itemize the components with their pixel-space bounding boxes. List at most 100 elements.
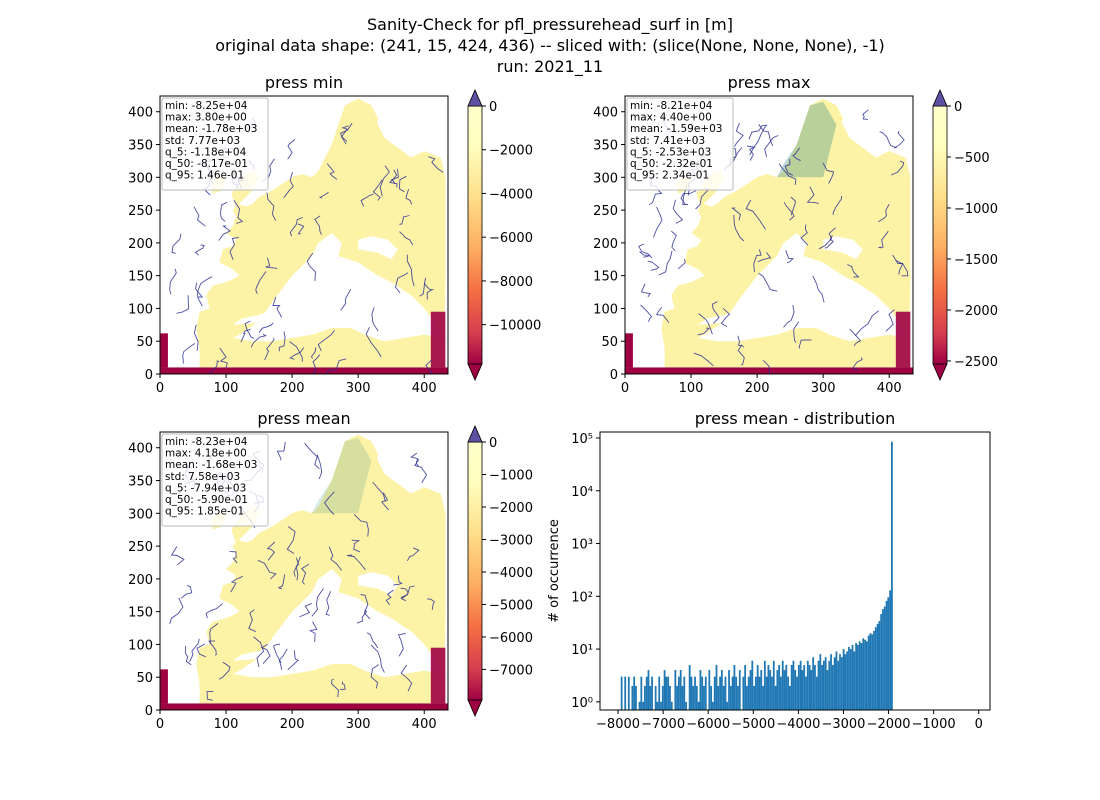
colorbar-tick-label: −6000 (489, 231, 533, 246)
river-line (749, 125, 767, 156)
river-line (353, 514, 369, 537)
river-line (400, 664, 413, 692)
river-line (295, 557, 300, 581)
river-line (289, 341, 303, 362)
histogram-bar (810, 670, 813, 710)
river-line (308, 621, 318, 643)
y-tick-label: 10⁰ (571, 696, 593, 711)
histogram-bar (871, 634, 874, 710)
river-line (286, 526, 296, 554)
histogram-bar (717, 685, 720, 710)
histogram-bar (667, 676, 670, 710)
river-line (847, 264, 860, 278)
river-line (379, 165, 390, 197)
histogram-bar (658, 676, 661, 710)
river-line (649, 189, 663, 206)
stat-line: max: 4.40e+00 (630, 112, 712, 124)
river-line (671, 230, 677, 252)
river-line (193, 206, 206, 227)
river-line (272, 643, 282, 664)
axes-frame (159, 95, 449, 375)
river-line (879, 131, 897, 149)
river-line (655, 307, 670, 323)
histogram-bar (785, 664, 788, 710)
dry-western-patch (160, 669, 168, 704)
river-line (229, 551, 238, 564)
histogram-bar (762, 685, 764, 710)
sea-region (232, 605, 425, 661)
river-line (399, 231, 414, 246)
dry-eastern-patch (895, 311, 911, 368)
river-line (265, 257, 278, 269)
histogram-bar (873, 631, 875, 710)
histogram-bar (661, 685, 664, 710)
river-line (640, 304, 653, 322)
histogram-bar (676, 685, 679, 710)
histogram-bar (720, 670, 723, 710)
histogram-bar (788, 685, 791, 710)
river-line (365, 327, 382, 358)
river-line (790, 196, 796, 216)
river-line (278, 331, 286, 352)
axes-frame (599, 431, 991, 711)
y-tick-label: 400 (128, 442, 153, 457)
river-line (737, 344, 745, 366)
stat-line: q_50: -2.32e-01 (630, 158, 713, 170)
histogram-bar (772, 660, 775, 710)
x-tick-label: 300 (346, 717, 371, 732)
histogram-bar (796, 676, 798, 710)
histogram-bar (853, 651, 856, 710)
heatmap-press-min: press min 0 100 200 300 400 0 50 100 150 200 250 300… (128, 73, 541, 396)
dry-southern-band (160, 703, 448, 710)
dry-eastern-patch (430, 647, 446, 704)
stat-line: min: -8.21e+04 (630, 100, 713, 112)
river-line (360, 594, 371, 620)
histogram-bar (880, 614, 883, 710)
river-line (405, 188, 413, 205)
histogram-bar (763, 660, 766, 710)
histogram-bar (656, 701, 659, 710)
histogram-bar (828, 660, 831, 710)
river-line (784, 158, 794, 176)
histogram-bar (821, 664, 823, 710)
y-tick-label: 150 (128, 606, 153, 621)
histogram-bar (754, 676, 757, 710)
river-line (370, 664, 379, 689)
river-line (229, 236, 239, 260)
histogram-bar (844, 654, 847, 710)
histogram-bar (814, 664, 816, 710)
histogram-bar (780, 676, 782, 710)
histogram-bar (771, 676, 773, 710)
histogram-bar (710, 685, 713, 710)
histogram-bar (869, 633, 872, 710)
x-tick-label: 200 (280, 717, 305, 732)
y-axis-label: # of occurrence (547, 519, 562, 623)
colorbar-tick-label: −4000 (489, 187, 533, 202)
river-line (712, 301, 720, 324)
histogram-bar (660, 701, 662, 710)
histogram-bar (744, 664, 747, 710)
river-line (406, 254, 415, 287)
panel-title: press mean - distribution (695, 409, 895, 428)
river-line (638, 243, 653, 259)
colorbar-tick-label: −2000 (489, 144, 533, 159)
x-tick-label: −1000 (912, 717, 956, 732)
histogram-press-mean-distribution: press mean - distribution −8000 −7000 −6000… (547, 409, 991, 732)
stat-line: q_5: -2.53e+03 (630, 146, 711, 158)
histogram-bar (878, 621, 881, 710)
river-line (351, 539, 361, 553)
x-tick-label: 200 (745, 381, 770, 396)
histogram-bar (633, 676, 636, 710)
river-line (289, 347, 305, 360)
histogram-bar (842, 649, 845, 710)
colorbar (467, 441, 483, 701)
river-line (293, 556, 301, 577)
wet-region (776, 101, 837, 178)
river-line (324, 491, 335, 515)
histogram-bar (826, 670, 829, 710)
histogram-bar (699, 670, 702, 710)
river-line (753, 249, 762, 273)
histogram-bar (758, 676, 761, 710)
histogram-bar (801, 670, 804, 710)
river-line (250, 333, 268, 348)
